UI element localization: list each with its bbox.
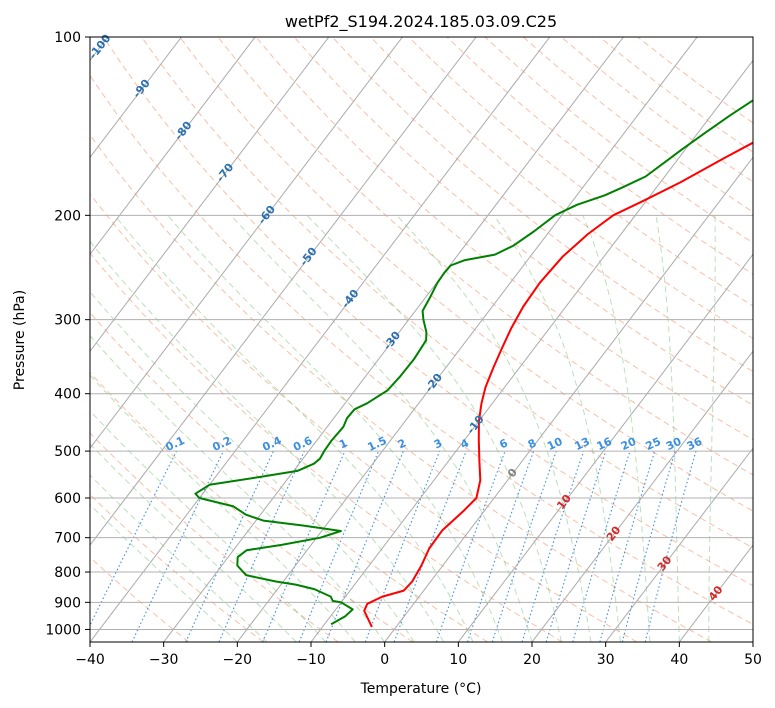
isotherm-line: [90, 37, 330, 353]
mixing-ratio-label: 16: [595, 435, 615, 453]
x-tick-label: −10: [296, 652, 326, 668]
moist-adiabat: [167, 214, 503, 642]
dry-adiabat: [90, 193, 638, 642]
mixing-ratio-line: [298, 450, 380, 642]
mixing-ratio-label: 20: [619, 435, 639, 453]
dewpoint-profile: [194, 99, 753, 626]
isotherm-line: [90, 37, 256, 256]
isotherm-line: [90, 37, 477, 546]
dry-adiabat: [332, 37, 753, 373]
mixing-ratio-line: [491, 450, 557, 642]
x-tick-label: 30: [597, 652, 615, 668]
x-tick-label: 50: [744, 652, 762, 668]
x-tick-label: 20: [523, 652, 541, 668]
dry-adiabat: [90, 432, 339, 642]
x-tick-label: 0: [380, 652, 389, 668]
dry-adiabat: [293, 37, 753, 406]
mixing-ratio-line: [572, 450, 631, 642]
y-axis-label: Pressure (hPa): [12, 290, 28, 390]
isotherm-line: [531, 350, 753, 642]
mixing-ratio-line: [466, 450, 535, 642]
isotherm-line: [457, 253, 753, 642]
mixing-ratio-line: [218, 450, 305, 642]
x-axis-label: Temperature (°C): [360, 681, 482, 697]
mixing-ratio-line: [621, 450, 676, 642]
y-ticks: 1000 900 800 700 600 500 400 300 200 100: [45, 30, 90, 638]
mixing-ratio-line: [521, 450, 585, 642]
mixing-ratio-label: 10: [545, 435, 565, 453]
mixing-ratio-line: [599, 450, 656, 642]
moist-adiabat: [230, 214, 533, 642]
y-tick-label: 500: [54, 444, 81, 460]
y-tick-label: 800: [54, 565, 81, 581]
mixing-ratio-label: 36: [685, 435, 705, 453]
mixing-ratio-label: 30: [664, 435, 684, 453]
moist-adiabat: [114, 214, 474, 642]
mixing-ratio-line: [545, 450, 607, 642]
mixing-ratio-line: [90, 450, 178, 627]
y-tick-label: 900: [54, 595, 81, 611]
y-tick-label: 700: [54, 531, 81, 547]
x-ticks: −40 −30 −20 −10 0 10 20 30 40 50: [75, 642, 762, 668]
x-tick-label: 40: [670, 652, 688, 668]
plot-frame: [89, 36, 754, 643]
y-tick-label: 600: [54, 491, 81, 507]
isotherm-line: [236, 37, 698, 642]
mixing-ratio-label: 25: [644, 435, 663, 453]
moist-adiabat: [90, 443, 297, 642]
isotherm-line: [384, 156, 753, 642]
moist-adiabat: [90, 334, 386, 642]
moist-adiabat: [396, 214, 592, 642]
temperature-profile: [363, 141, 753, 628]
moist-adiabat: [708, 215, 716, 642]
x-tick-label: −30: [149, 652, 179, 668]
dry-adiabat: [90, 134, 712, 642]
dry-adiabat: [217, 37, 753, 476]
y-tick-label: 200: [54, 208, 81, 224]
isotherm-line: [163, 37, 624, 642]
y-tick-label: 300: [54, 313, 81, 329]
chart-title: wetPf2_S194.2024.185.03.09.C25: [285, 12, 557, 32]
x-tick-label: −20: [223, 652, 253, 668]
y-tick-label: 400: [54, 387, 81, 403]
isotherm-line: [310, 59, 753, 642]
mixing-ratio-line: [325, 450, 404, 642]
dry-adiabat: [90, 371, 414, 642]
moist-adiabat: [655, 215, 680, 642]
isotherm-line: [90, 37, 182, 159]
mixing-ratio-line: [435, 450, 506, 642]
x-tick-label: 10: [449, 652, 467, 668]
pressure-grid: [90, 37, 753, 630]
moist-adiabat: [90, 410, 327, 642]
x-tick-label: −40: [75, 652, 105, 668]
moist-adiabat: [493, 215, 621, 642]
y-tick-label: 1000: [45, 622, 81, 638]
moist-adiabat: [90, 503, 238, 642]
moist-adiabat: [582, 215, 651, 642]
mixing-ratio-line: [364, 450, 441, 642]
moist-adiabat: [90, 290, 415, 642]
isotherm-line: [605, 447, 753, 642]
isotherm-line: [90, 37, 403, 449]
y-tick-label: 100: [54, 30, 81, 46]
profile-series: [194, 99, 753, 628]
isotherm-line: [90, 37, 551, 642]
moist-adiabat: [90, 240, 445, 642]
moist-adiabat: [90, 474, 268, 642]
mixing-ratio-label: 13: [573, 435, 592, 453]
background-lines: [90, 37, 753, 642]
dry-adiabat: [255, 37, 753, 441]
mixing-ratio-line: [262, 450, 346, 642]
